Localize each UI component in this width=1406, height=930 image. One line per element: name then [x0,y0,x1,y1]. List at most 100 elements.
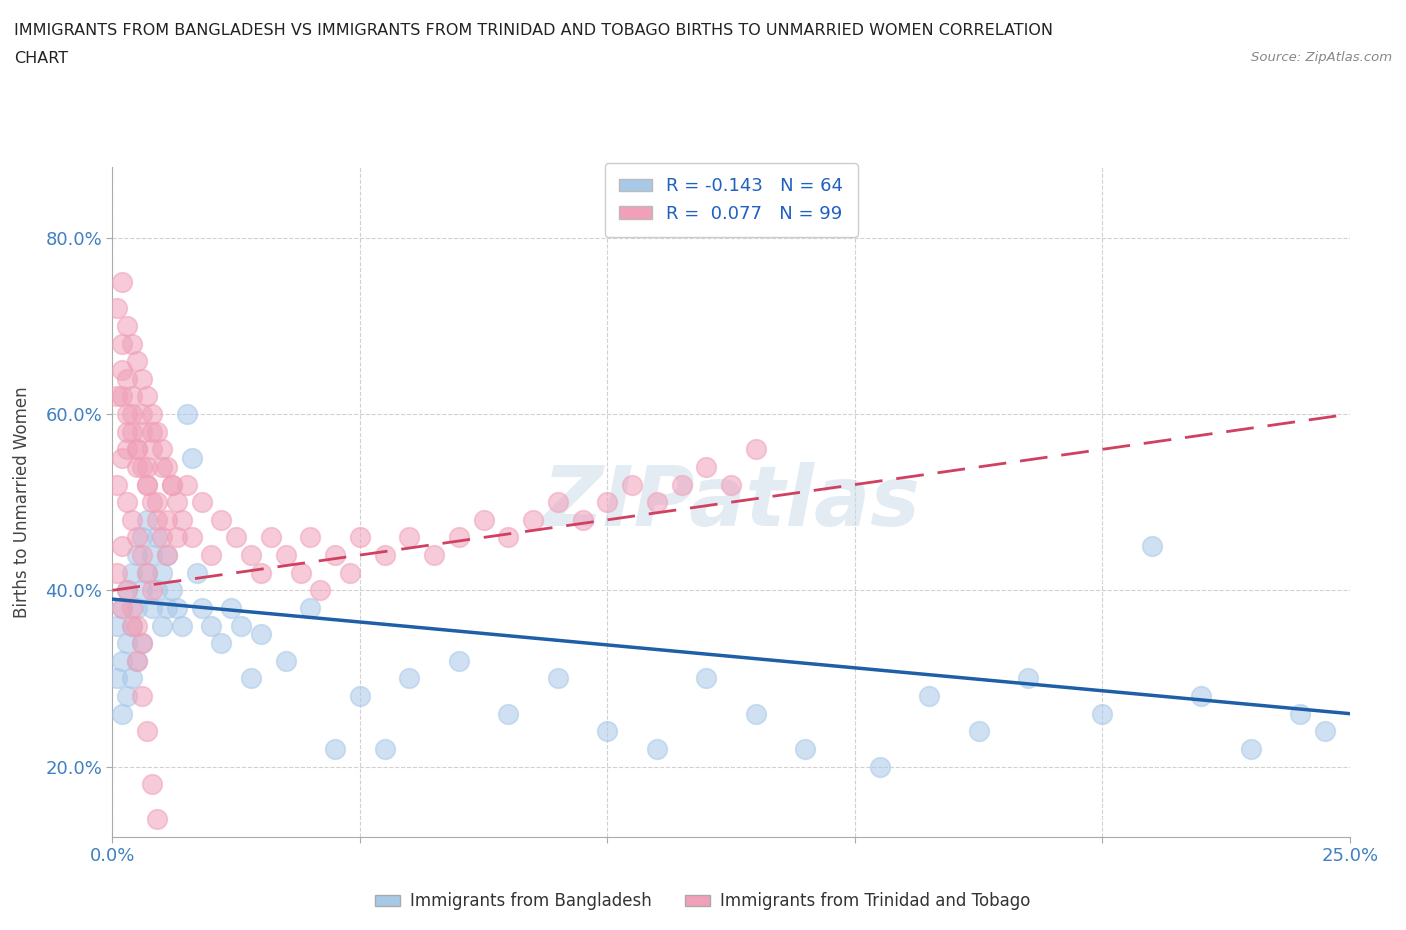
Point [111,538,134,553]
Point [447,654,470,669]
Point [1289,706,1312,721]
Point [136,512,159,527]
Point [127,654,149,669]
Point [596,724,619,738]
Point [745,442,768,457]
Point [117,371,139,386]
Point [117,583,139,598]
Point [156,601,179,616]
Point [621,477,644,492]
Point [250,565,273,580]
Point [166,601,188,616]
Point [146,424,169,439]
Point [250,627,273,642]
Point [745,706,768,721]
Point [160,477,183,492]
Point [156,548,179,563]
Point [209,636,232,651]
Point [299,530,322,545]
Point [374,548,396,563]
Legend: R = -0.143   N = 64, R =  0.077   N = 99: R = -0.143 N = 64, R = 0.077 N = 99 [605,163,858,237]
Point [131,406,153,421]
Point [240,548,263,563]
Point [150,847,173,862]
Point [127,442,149,457]
Point [127,459,149,474]
Point [274,654,297,669]
Point [720,477,742,492]
Point [111,451,134,466]
Point [200,548,222,563]
Point [695,671,717,685]
Point [111,389,134,404]
Legend: Immigrants from Bangladesh, Immigrants from Trinidad and Tobago: Immigrants from Bangladesh, Immigrants f… [368,885,1038,917]
Point [136,565,159,580]
Point [107,389,129,404]
Point [117,424,139,439]
Point [166,495,188,510]
Point [309,583,332,598]
Point [150,442,173,457]
Point [121,389,143,404]
Point [209,512,232,527]
Point [498,706,520,721]
Point [299,601,322,616]
Point [131,636,153,651]
Point [349,688,371,703]
Point [111,363,134,378]
Point [156,459,179,474]
Point [190,495,212,510]
Point [121,618,143,633]
Text: Source: ZipAtlas.com: Source: ZipAtlas.com [1251,51,1392,64]
Point [645,495,668,510]
Point [141,601,163,616]
Point [150,618,173,633]
Point [127,353,149,368]
Point [200,618,222,633]
Point [146,530,169,545]
Point [150,530,173,545]
Point [180,451,202,466]
Point [1240,741,1263,756]
Point [869,759,891,774]
Point [447,530,470,545]
Point [240,671,263,685]
Point [150,459,173,474]
Point [374,741,396,756]
Point [349,530,371,545]
Point [117,688,139,703]
Point [967,724,990,738]
Point [150,565,173,580]
Point [1313,724,1336,738]
Point [121,671,143,685]
Point [141,777,163,791]
Point [136,724,159,738]
Point [260,530,283,545]
Point [1140,538,1163,553]
Point [131,688,153,703]
Point [695,459,717,474]
Point [117,319,139,334]
Point [571,512,593,527]
Point [498,530,520,545]
Point [141,495,163,510]
Point [121,618,143,633]
Point [219,601,242,616]
Point [141,442,163,457]
Point [107,477,129,492]
Text: CHART: CHART [14,51,67,66]
Point [146,495,169,510]
Point [111,336,134,351]
Point [107,671,129,685]
Point [323,548,346,563]
Point [156,548,179,563]
Point [472,512,495,527]
Point [547,671,569,685]
Point [131,459,153,474]
Point [156,512,179,527]
Point [127,654,149,669]
Point [136,459,159,474]
Point [146,583,169,598]
Point [127,601,149,616]
Point [176,477,198,492]
